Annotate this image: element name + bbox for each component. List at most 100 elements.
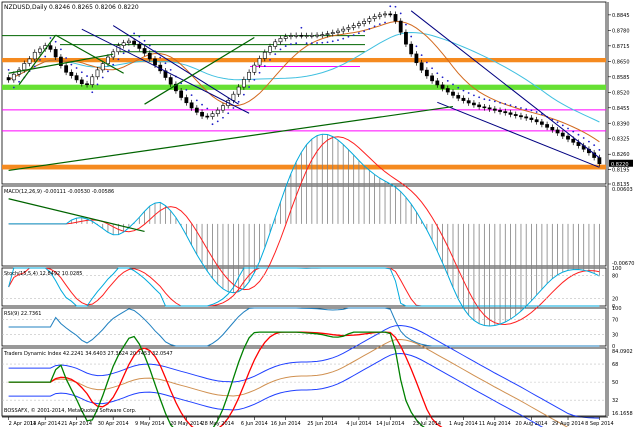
candle-body	[289, 35, 293, 37]
stoch-header: Stoch(15,5,4) 12.8492 10.0285	[4, 271, 82, 277]
candle-body	[555, 129, 560, 134]
tdi-lower-band	[8, 352, 544, 427]
copyright-text: BOSSAFX, © 2001-2014, MetaQuotes Softwar…	[4, 407, 137, 414]
price-tick-label: 0.8135	[612, 182, 630, 188]
rsi-line	[8, 307, 600, 347]
sar-dot	[185, 89, 188, 91]
candle-body	[309, 35, 314, 37]
sar-dot	[222, 116, 224, 119]
tdi-base-line	[8, 338, 569, 427]
x-tick-label: 11 Aug 2014	[479, 421, 511, 427]
price-tick-label: 0.8390	[612, 121, 630, 127]
sar-dot	[499, 101, 501, 104]
sar-dot	[373, 25, 376, 28]
candle-body	[132, 40, 136, 45]
price-tick-label: 0.8650	[612, 59, 630, 65]
x-tick-label: 30 Apr 2014	[98, 421, 129, 427]
candle-body	[519, 115, 523, 118]
price-tick-label: 0.8715	[612, 44, 630, 50]
green-trend-line	[18, 34, 57, 86]
candle-body	[278, 38, 283, 43]
sar-dot	[33, 65, 36, 68]
x-tick-label: 16 Jun 2014	[271, 421, 301, 427]
tdi-tick-label: 84.0902	[612, 349, 633, 355]
sar-dot	[394, 5, 397, 8]
downtrend-channel-bottom	[437, 101, 600, 168]
candle-body	[545, 124, 550, 128]
candle-body	[168, 77, 173, 85]
sar-dot	[12, 86, 15, 89]
candle-body	[341, 28, 346, 32]
price-tick-label: 0.8780	[612, 28, 630, 34]
x-tick-label: 14 Jul 2014	[376, 421, 404, 427]
candle-body	[205, 115, 210, 118]
sar-dot	[493, 100, 496, 103]
candle-body	[492, 108, 497, 111]
candle-body	[294, 35, 299, 37]
x-tick-label: 20 Aug 2014	[515, 421, 547, 427]
candle-body	[200, 111, 204, 117]
candle-body	[372, 16, 377, 19]
candle-body	[336, 30, 340, 33]
fast-moving-average-line	[8, 20, 600, 143]
candle-body	[48, 45, 53, 50]
candle-body	[576, 142, 581, 146]
candle-body	[121, 42, 126, 46]
candle-body	[424, 69, 429, 77]
candle-body	[194, 107, 199, 113]
candle-body	[383, 13, 387, 16]
last-price-box	[609, 159, 633, 167]
channel-line	[112, 25, 239, 105]
sar-dot	[164, 62, 167, 65]
candle-body	[184, 97, 189, 104]
sar-dot	[201, 103, 203, 106]
sar-dot	[279, 48, 282, 51]
candle-body	[106, 56, 110, 64]
candle-body	[409, 43, 414, 55]
rsi-tick-label: 100	[612, 306, 622, 312]
sar-dot	[326, 41, 329, 44]
sar-dot	[232, 107, 235, 109]
sar-dot	[127, 49, 130, 52]
candle-body	[32, 51, 37, 60]
sar-dot	[258, 71, 261, 74]
candle-body	[477, 104, 482, 108]
sar-dot	[321, 41, 324, 44]
sar-dot	[457, 86, 460, 89]
candle-body	[367, 18, 372, 22]
x-tick-label: 23 Jul 2014	[413, 421, 441, 427]
candle-body	[560, 132, 565, 137]
candle-body	[529, 117, 534, 120]
candle-body	[38, 48, 42, 53]
candle-body	[215, 109, 220, 115]
candle-body	[137, 43, 142, 49]
candle-body	[566, 135, 570, 140]
candle-body	[53, 49, 58, 58]
sar-dot	[410, 35, 413, 38]
candle-body	[351, 25, 356, 28]
sar-dot	[389, 5, 392, 8]
candle-body	[419, 62, 424, 71]
sar-dot	[535, 111, 538, 113]
sar-dot	[59, 48, 62, 51]
candle-body	[440, 84, 445, 89]
candle-body	[346, 27, 351, 30]
sar-dot	[169, 68, 172, 71]
sar-dot	[520, 107, 522, 109]
candle-body	[445, 88, 450, 93]
candle-body	[597, 157, 602, 165]
candle-body	[262, 51, 267, 59]
candle-body	[466, 100, 471, 104]
x-tick-label: 2 Apr 2014	[9, 421, 37, 427]
sar-dot	[441, 76, 444, 79]
green-trend-line	[8, 53, 114, 74]
sar-dot	[588, 140, 590, 143]
sar-dot	[70, 63, 73, 66]
sar-dot	[530, 109, 533, 112]
sar-dot	[347, 35, 350, 38]
sar-dot	[269, 58, 271, 61]
sar-dot	[331, 40, 334, 43]
candle-body	[174, 83, 178, 92]
candle-body	[325, 33, 330, 35]
